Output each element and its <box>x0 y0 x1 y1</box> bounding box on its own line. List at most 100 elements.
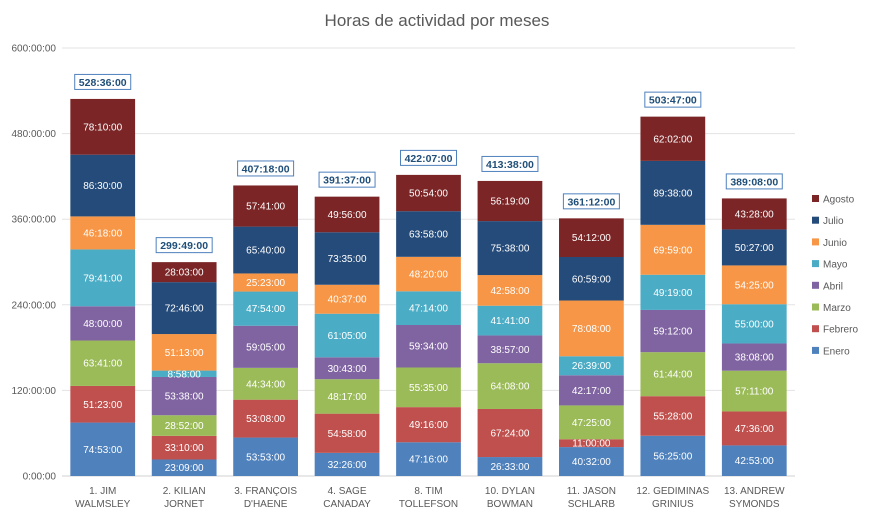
segment-label: 46:18:00 <box>83 228 122 239</box>
segment-label: 54:58:00 <box>328 429 367 440</box>
category-label: 13. ANDREW <box>724 486 785 497</box>
bar-segment <box>477 457 543 476</box>
bar-segment <box>70 249 136 307</box>
bar-segment <box>721 445 787 476</box>
segment-label: 33:10:00 <box>165 443 204 454</box>
bar-segment <box>559 218 624 258</box>
segment-label: 74:53:00 <box>83 445 122 456</box>
bar-segment <box>559 405 624 440</box>
bar-stack: 26:33:00 67:24:00 64:08:00 38:57:00 41:41:00… <box>477 155 543 476</box>
segment-label: 63:41:00 <box>83 359 122 370</box>
legend-item: Abril <box>812 281 843 292</box>
bar-segment <box>151 415 217 436</box>
segment-label: 11:00:00 <box>572 439 611 450</box>
bar-segment <box>559 447 624 476</box>
segment-label: 43:28:00 <box>735 209 774 220</box>
category-label: 11. JASON <box>567 486 616 497</box>
legend-swatch <box>812 238 819 246</box>
category-label: TOLLEFSON <box>399 499 458 510</box>
bar-segment <box>151 376 217 416</box>
segment-label: 59:12:00 <box>653 327 692 338</box>
bar-segment <box>70 385 136 423</box>
segment-label: 89:38:00 <box>653 188 692 199</box>
segment-label: 57:11:00 <box>735 387 774 398</box>
bar-segment <box>396 324 461 368</box>
bar-segment <box>233 325 298 368</box>
bar-segment <box>151 370 217 377</box>
bar-segment <box>477 408 543 458</box>
segment-label: 38:57:00 <box>490 345 529 356</box>
segment-label: 50:54:00 <box>409 189 448 200</box>
bar-segment <box>314 379 380 414</box>
segment-label: 64:08:00 <box>490 382 529 393</box>
legend-label: Agosto <box>823 195 855 206</box>
bar-segment <box>640 352 706 397</box>
legend-item: Junio <box>812 238 847 249</box>
segment-label: 23:09:00 <box>165 463 204 474</box>
bar-stack: 40:32:00 11:00:00 47:25:00 42:17:00 26:39:00… <box>559 193 624 476</box>
bar-segment <box>396 256 461 292</box>
legend-item: Febrero <box>812 325 858 336</box>
segment-label: 61:44:00 <box>653 370 692 381</box>
segment-label: 53:08:00 <box>246 414 285 425</box>
segment-label: 57:41:00 <box>246 202 285 213</box>
segment-label: 47:54:00 <box>246 304 285 315</box>
legend-swatch <box>812 325 819 333</box>
segment-label: 50:27:00 <box>735 243 774 254</box>
total-label-box <box>562 193 620 210</box>
bar-stack: 32:26:00 54:58:00 48:17:00 30:43:00 61:05:00… <box>314 171 380 476</box>
bar-segment <box>721 343 787 371</box>
segment-label: 38:08:00 <box>735 353 774 364</box>
legend-label: Abril <box>823 281 843 292</box>
y-tick-label: 360:00:00 <box>12 215 57 226</box>
total-label-box <box>481 155 539 172</box>
y-tick-label: 240:00:00 <box>12 300 57 311</box>
bar-segment <box>559 257 624 301</box>
segment-label: 51:13:00 <box>165 348 204 359</box>
bar-stack: 74:53:00 51:23:00 63:41:00 48:00:00 79:41:00… <box>70 73 136 476</box>
bar-segment <box>559 375 624 406</box>
bar-segment <box>640 435 706 476</box>
bar-segment <box>640 309 706 353</box>
segment-label: 63:58:00 <box>409 230 448 241</box>
segment-label: 54:25:00 <box>735 280 774 291</box>
bar-segment <box>477 335 543 364</box>
segment-label: 65:40:00 <box>246 246 285 257</box>
bar-segment <box>396 291 461 325</box>
category-label: SYMONDS <box>729 499 780 510</box>
segment-label: 53:53:00 <box>246 452 285 463</box>
segment-label: 47:16:00 <box>409 455 448 466</box>
legend-swatch <box>812 260 819 268</box>
total-label: 528:36:00 <box>79 77 127 89</box>
bar-segment <box>233 399 298 438</box>
segment-label: 42:53:00 <box>735 456 774 467</box>
bar-segment <box>233 226 298 274</box>
category-label: 8. TIM <box>414 486 442 497</box>
bar-segment <box>477 305 543 336</box>
x-axis: 1. JIM WALMSLEY 2. KILIAN JORNET 3. FRANÇOIS… <box>75 486 785 510</box>
bar-segment <box>396 174 461 212</box>
segment-label: 86:30:00 <box>83 181 122 192</box>
bar-segment <box>640 224 706 275</box>
total-label: 422:07:00 <box>405 153 453 165</box>
bar-segment <box>151 459 217 476</box>
segment-label: 47:14:00 <box>409 304 448 315</box>
legend-item: Julio <box>812 216 844 227</box>
category-label: D'HAENE <box>244 499 288 510</box>
segment-label: 55:28:00 <box>653 411 692 422</box>
segment-label: 53:38:00 <box>165 392 204 403</box>
legend-label: Febrero <box>823 325 858 336</box>
bar-segment <box>151 282 217 335</box>
segment-label: 25:23:00 <box>246 278 285 289</box>
bar-segment <box>640 160 706 225</box>
total-label-box <box>74 73 132 90</box>
bar-segment <box>721 265 787 305</box>
segment-label: 49:19:00 <box>653 288 692 299</box>
bar-segment <box>314 413 380 453</box>
bar-segment <box>70 216 136 250</box>
segment-label: 56:25:00 <box>653 451 692 462</box>
bar-segment <box>477 180 543 222</box>
segment-label: 26:33:00 <box>490 462 529 473</box>
segment-label: 78:08:00 <box>572 324 611 335</box>
